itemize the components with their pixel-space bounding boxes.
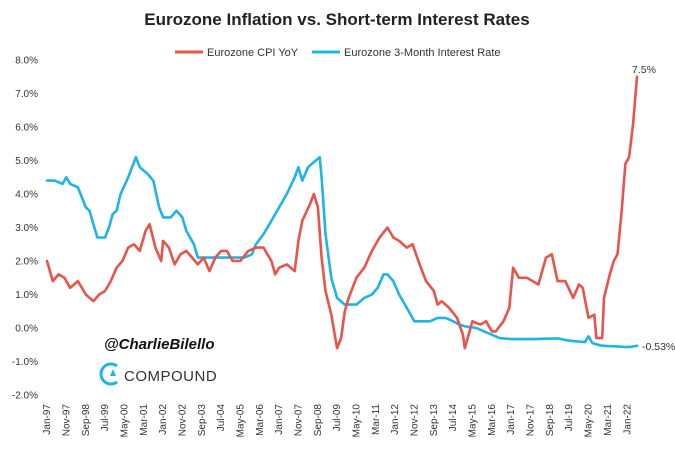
branding: @CharlieBilello COMPOUND [99,336,217,386]
x-tick-label: Mar-06 [255,404,266,436]
x-tick-label: Jul-99 [100,404,111,432]
legend: Eurozone CPI YoY Eurozone 3-Month Intere… [175,47,501,59]
x-tick-label: Jan-07 [274,404,285,435]
y-tick-label: 0.0% [15,324,38,335]
x-tick-label: Mar-11 [371,404,382,435]
x-tick-label: Nov-97 [61,404,72,437]
y-tick-label: 4.0% [15,190,38,201]
end-labels: 7.5% -0.53% [632,64,675,353]
y-tick-label: 1.0% [15,290,38,301]
x-axis: Jan-97 Nov-97 Sep-98 Jul-99 May-00 Mar-01 Jan-… [42,404,633,438]
x-tick-label: Mar-21 [603,404,614,436]
x-tick-label: Jul-09 [332,404,343,432]
x-tick-label: Nov-07 [293,404,304,437]
x-tick-label: Sep-13 [429,404,440,437]
x-tick-label: Jan-17 [506,404,517,435]
y-tick-label: 8.0% [15,56,38,67]
y-tick-label: 6.0% [15,123,38,134]
x-tick-label: Jan-02 [158,404,169,435]
x-tick-label: Nov-02 [177,404,188,437]
x-tick-label: Sep-08 [313,404,324,437]
series-line-rate [45,155,639,349]
chart-title: Eurozone Inflation vs. Short-term Intere… [144,10,529,29]
twitter-handle: @CharlieBilello [104,336,215,353]
x-tick-label: Jul-04 [216,404,227,432]
series-line-cpi [45,75,639,350]
legend-label-cpi: Eurozone CPI YoY [207,47,299,59]
x-tick-label: Jul-14 [448,404,459,432]
plot-lines [45,75,639,350]
x-tick-label: Jul-19 [564,404,575,432]
y-tick-label: 7.0% [15,89,38,100]
x-tick-label: Jan-22 [622,404,633,435]
x-tick-label: May-10 [351,404,362,438]
x-tick-label: Mar-01 [139,404,150,436]
x-tick-label: May-00 [119,404,130,438]
x-tick-label: May-05 [235,404,246,438]
x-tick-label: Mar-16 [487,404,498,436]
x-tick-label: Jan-97 [42,404,53,435]
x-tick-label: Sep-98 [81,404,92,437]
x-tick-label: Nov-12 [409,404,420,437]
y-tick-label: -2.0% [12,391,38,402]
end-label-cpi: 7.5% [632,64,656,76]
y-tick-label: 2.0% [15,257,38,268]
compound-logo-icon [99,362,118,386]
x-tick-label: Sep-18 [545,404,556,437]
x-tick-label: May-15 [467,404,478,438]
x-tick-label: May-20 [583,404,594,438]
end-label-rate: -0.53% [642,341,675,353]
y-tick-label: 3.0% [15,223,38,234]
x-tick-label: Nov-17 [525,404,536,437]
y-tick-label: 5.0% [15,156,38,167]
y-tick-label: -1.0% [12,357,38,368]
legend-label-rate: Eurozone 3-Month Interest Rate [344,47,501,59]
x-tick-label: Sep-03 [197,404,208,437]
compound-logo-text: COMPOUND [124,368,217,385]
x-tick-label: Jan-12 [390,404,401,435]
y-axis: 8.0% 7.0% 6.0% 5.0% 4.0% 3.0% 2.0% 1.0% 0.0% -1.0… [12,56,38,402]
